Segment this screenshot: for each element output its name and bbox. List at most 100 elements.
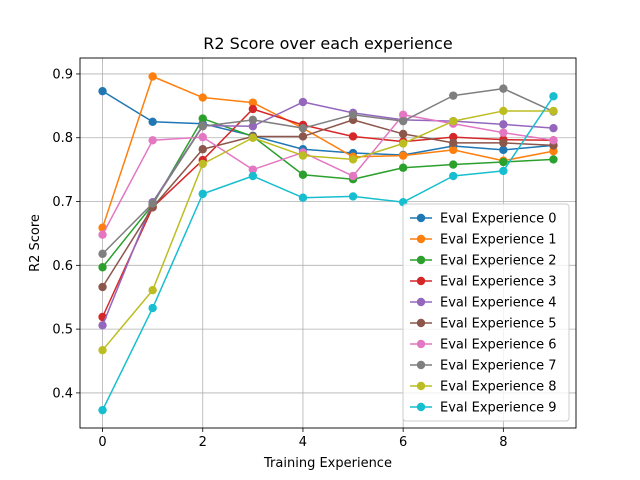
data-point: [398, 116, 408, 126]
x-tick-label: 6: [399, 435, 407, 450]
data-point: [98, 230, 107, 239]
legend-entry: Eval Experience 4: [410, 296, 557, 311]
series-lines: [98, 72, 558, 415]
data-point: [298, 97, 308, 107]
series-line: [101, 114, 554, 236]
data-point: [398, 163, 408, 172]
legend-entry: Eval Experience 8: [410, 380, 557, 395]
data-point: [499, 84, 508, 93]
series-line: [101, 108, 554, 318]
data-point: [348, 192, 358, 201]
data-point: [499, 157, 508, 167]
data-point: [298, 151, 308, 160]
legend-entry: Eval Experience 2: [410, 254, 557, 269]
legend-marker: [416, 318, 426, 328]
data-point: [248, 115, 258, 125]
data-point: [98, 282, 107, 292]
legend-entry: Eval Experience 5: [410, 317, 557, 332]
data-point: [348, 110, 358, 119]
data-point: [148, 136, 157, 145]
data-point: [148, 117, 157, 126]
data-point: [98, 86, 107, 96]
legend-label: Eval Experience 4: [440, 296, 557, 311]
series-7: [98, 84, 558, 259]
x-tick-label: 8: [499, 435, 507, 450]
legend-marker: [416, 339, 426, 349]
series-line: [101, 75, 554, 228]
series-line: [102, 90, 554, 156]
data-point: [549, 136, 558, 145]
data-point: [148, 199, 157, 208]
data-point: [499, 106, 508, 116]
legend-entry: Eval Experience 0: [410, 212, 557, 227]
data-point: [298, 193, 308, 202]
legend-label: Eval Experience 2: [440, 254, 557, 269]
data-point: [348, 155, 358, 164]
data-point: [348, 132, 358, 141]
series-line: [101, 117, 554, 268]
data-point: [449, 116, 458, 126]
data-point: [98, 249, 107, 259]
data-point: [248, 98, 258, 107]
data-point: [549, 146, 558, 156]
axis-ticks: 0 2 4 6 8 0.4 0.5 0.6 0.7 0.8 0.9: [52, 67, 507, 450]
legend-marker: [416, 297, 426, 307]
data-point: [449, 160, 458, 169]
x-tick-label: 0: [98, 435, 106, 450]
data-point: [198, 145, 207, 154]
x-axis-label: Training Experience: [263, 456, 392, 471]
data-point: [398, 129, 408, 139]
legend-marker: [416, 255, 426, 265]
legend: Eval Experience 0 Eval Experience 1 Eval E…: [402, 203, 570, 422]
legend-marker: [416, 360, 426, 370]
y-tick-label: 0.4: [52, 386, 73, 401]
series-9: [98, 92, 558, 415]
chart-title: R2 Score over each experience: [203, 34, 452, 53]
data-point: [248, 165, 258, 174]
data-point: [298, 123, 308, 133]
x-tick-label: 4: [299, 435, 307, 450]
data-point: [499, 166, 508, 176]
data-point: [449, 91, 458, 100]
data-point: [98, 405, 107, 415]
data-point: [198, 189, 207, 199]
legend-marker: [416, 276, 426, 286]
legend-entry: Eval Experience 9: [410, 401, 557, 416]
axes-frame: [79, 57, 577, 429]
data-point: [449, 132, 458, 142]
legend-label: Eval Experience 1: [440, 233, 557, 248]
legend-label: Eval Experience 9: [440, 401, 557, 416]
x-tick-label: 2: [199, 435, 207, 450]
data-point: [248, 171, 258, 181]
data-point: [148, 72, 157, 81]
data-point: [549, 92, 558, 101]
data-point: [198, 159, 207, 169]
y-tick-label: 0.6: [52, 259, 73, 274]
data-point: [148, 286, 157, 295]
series-line: [101, 110, 554, 351]
data-point: [499, 128, 508, 137]
legend-marker: [416, 402, 426, 412]
legend-label: Eval Experience 0: [440, 212, 557, 227]
y-tick-label: 0.8: [52, 131, 73, 146]
data-point: [148, 303, 157, 313]
legend-box: [402, 203, 570, 422]
legend-label: Eval Experience 6: [440, 338, 557, 353]
data-point: [98, 321, 107, 330]
y-tick-label: 0.5: [52, 323, 73, 338]
legend-marker: [416, 234, 426, 244]
data-point: [348, 171, 358, 181]
data-point: [198, 132, 207, 142]
legend-label: Eval Experience 3: [440, 275, 557, 290]
data-point: [98, 263, 107, 272]
data-point: [298, 132, 308, 141]
data-point: [398, 151, 408, 160]
data-point: [398, 139, 408, 148]
data-point: [398, 110, 408, 119]
data-point: [198, 122, 207, 131]
data-point: [198, 93, 207, 102]
y-axis-label: R2 Score: [28, 214, 43, 272]
data-point: [499, 138, 508, 148]
data-point: [549, 106, 558, 116]
data-point: [449, 171, 458, 181]
